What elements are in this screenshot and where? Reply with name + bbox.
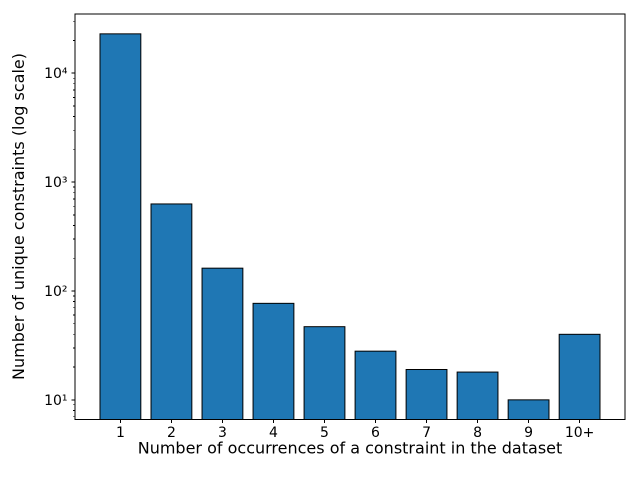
bar-5: [303, 326, 346, 420]
x-tick-label: 10+: [565, 425, 595, 441]
x-tick-label: 7: [422, 425, 431, 441]
x-tick-label: 8: [473, 425, 482, 441]
y-tick-label: 10²: [44, 284, 67, 300]
x-axis-label: Number of occurrences of a constraint in…: [138, 439, 563, 458]
x-tick-label: 3: [218, 425, 227, 441]
bar-8: [456, 371, 499, 420]
y-tick-labels-group: 10¹ 10² 10³ 10⁴: [44, 66, 68, 409]
y-tick-label: 10³: [44, 175, 67, 191]
y-axis-label: Number of unique constraints (log scale): [9, 53, 28, 380]
x-tick-label: 9: [524, 425, 533, 441]
plot-spines: [74, 13, 626, 420]
bar-10+: [558, 333, 601, 420]
bar-9: [507, 399, 550, 421]
y-major-ticks-group: [71, 72, 75, 401]
x-tick-label: 2: [167, 425, 176, 441]
bar-7: [405, 369, 448, 420]
x-tick-label: 6: [371, 425, 380, 441]
y-tick-label: 10⁴: [44, 66, 68, 82]
x-tick-label: 4: [269, 425, 278, 441]
bar-3: [201, 267, 244, 421]
bar-6: [354, 350, 397, 421]
bar-4: [252, 302, 295, 420]
x-tick-label: 5: [320, 425, 329, 441]
x-ticks-group: [119, 419, 581, 423]
bars-group: [99, 33, 601, 421]
y-tick-label: 10¹: [44, 393, 67, 409]
x-tick-labels-group: 1 2 3 4 5 6 7 8 9 10+: [116, 425, 594, 441]
bar-2: [150, 203, 193, 420]
x-tick-label: 1: [116, 425, 125, 441]
bar-1: [99, 33, 142, 420]
